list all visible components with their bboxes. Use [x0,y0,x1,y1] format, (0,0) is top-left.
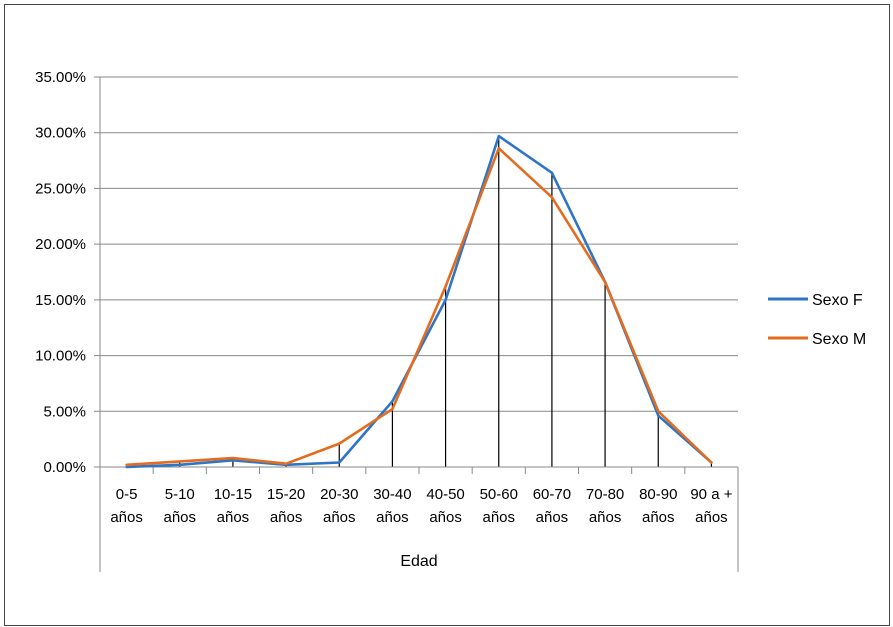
x-tick-label: años [270,509,303,526]
y-tick-label: 10.00% [35,348,86,365]
x-tick-label: años [695,509,728,526]
x-tick-label: años [642,509,675,526]
x-tick-label: años [482,509,515,526]
y-tick-label: 5.00% [43,403,86,420]
x-tick-label: 15-20 [267,486,305,503]
x-tick-label: años [217,509,250,526]
x-tick-label: 60-70 [533,486,571,503]
x-tick-label: 50-60 [480,486,518,503]
y-tick-label: 20.00% [35,236,86,253]
series-line-sexo-f [125,134,713,469]
x-tick-label: años [429,509,462,526]
x-tick-label: 10-15 [214,486,252,503]
x-tick-label: años [536,509,569,526]
legend: Sexo F Sexo M [768,292,866,348]
series-group [125,134,713,469]
y-tick-label: 0.00% [43,459,86,476]
x-tick-label: 90 a + [690,486,732,503]
x-tick-label: años [323,509,356,526]
series-line-sexo-m [125,147,713,467]
y-tick-label: 30.00% [35,125,86,142]
x-tick-label: 5-10 [165,486,195,503]
y-axis-ticks: 0.00% 5.00% 10.00% 15.00% 20.00% 25.00% 30.00%… [35,69,100,476]
y-tick-label: 25.00% [35,180,86,197]
x-tick-label: años [589,509,622,526]
x-tick-label: años [376,509,409,526]
axes [99,77,739,572]
x-tick-label: 30-40 [373,486,411,503]
x-axis-ticks: 0-5 años 5-10 años 10-15 años 15-20 años 20-30 añ… [110,486,732,526]
legend-label: Sexo M [812,331,866,348]
x-tick-label: 0-5 [116,486,138,503]
x-tick-label: años [110,509,143,526]
gridlines [100,76,738,412]
x-axis-title: Edad [400,553,437,570]
legend-label: Sexo F [812,292,863,309]
x-tick-label: 20-30 [320,486,358,503]
y-tick-label: 15.00% [35,292,86,309]
y-tick-label: 35.00% [35,69,86,86]
drop-lines [125,136,713,467]
x-tick-label: 80-90 [639,486,677,503]
chart-frame [4,4,890,626]
x-tick-label: 40-50 [426,486,464,503]
x-tick-label: 70-80 [586,486,624,503]
x-tick-label: años [163,509,196,526]
